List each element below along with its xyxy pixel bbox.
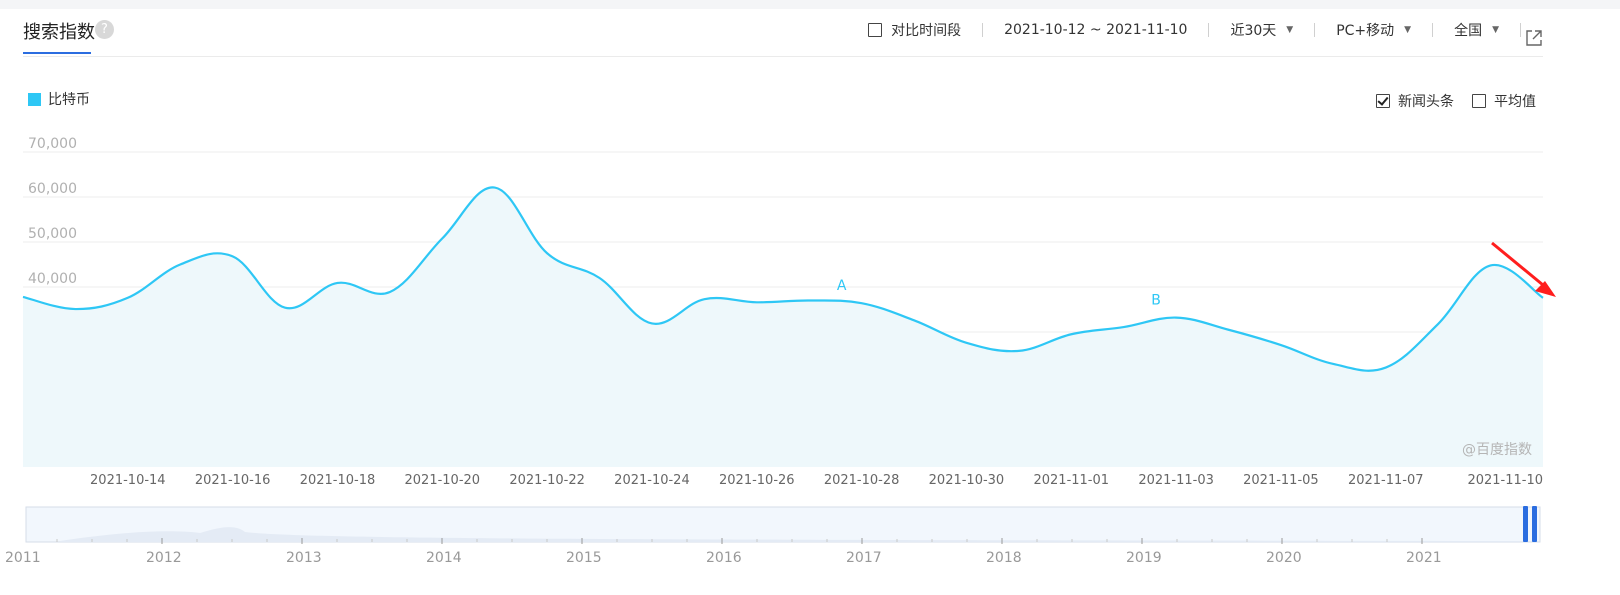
header-divider [23, 56, 1543, 57]
divider [1432, 23, 1434, 37]
navigator-year-label: 2013 [286, 550, 322, 566]
divider [1314, 23, 1316, 37]
x-tick-label: 2021-10-28 [824, 473, 900, 488]
caret-down-icon: ▼ [1286, 25, 1294, 35]
legend-swatch [28, 92, 41, 106]
device-select[interactable]: PC+移动 ▼ [1336, 20, 1411, 40]
news-checkbox[interactable] [1376, 94, 1390, 108]
region-select[interactable]: 全国 ▼ [1454, 20, 1499, 40]
caret-down-icon: ▼ [1492, 25, 1499, 35]
compare-checkbox[interactable] [868, 23, 883, 37]
y-tick-label: 50,000 [28, 226, 77, 242]
navigator-sparkline [60, 527, 1520, 542]
toolbar: 对比时间段 2021-10-12 ~ 2021-11-10 近30天 ▼ PC+… [868, 19, 1542, 41]
average-checkbox[interactable] [1472, 94, 1486, 108]
news-marker[interactable]: B [1151, 292, 1161, 308]
x-tick-label: 2021-11-10 [1467, 473, 1543, 488]
compare-label: 对比时间段 [891, 23, 962, 39]
series-line[interactable] [22, 186, 1544, 372]
title-underline [23, 52, 91, 54]
period-select[interactable]: 近30天 ▼ [1230, 20, 1293, 40]
red-arrow-head-icon [1535, 281, 1556, 297]
chart-legend[interactable]: 比特币 [28, 89, 90, 109]
navigator-year-label: 2015 [566, 550, 602, 566]
navigator-year-label: 2011 [5, 550, 41, 566]
chart-options: 新闻头条 平均值 [1358, 91, 1536, 111]
x-tick-label: 2021-10-24 [614, 473, 690, 488]
date-range-text: 2021-10-12 ~ 2021-11-10 [1004, 22, 1188, 38]
x-tick-label: 2021-11-07 [1348, 473, 1424, 488]
navigator-year-label: 2012 [146, 550, 182, 566]
y-tick-label: 70,000 [28, 136, 77, 152]
series-area [23, 187, 1543, 467]
x-tick-label: 2021-11-03 [1138, 473, 1214, 488]
question-circle-icon[interactable]: ? [95, 20, 114, 39]
divider [1208, 23, 1210, 37]
page-title: 搜索指数 [23, 22, 95, 43]
x-tick-label: 2021-11-05 [1243, 473, 1319, 488]
x-tick-label: 2021-10-16 [195, 473, 271, 488]
caret-down-icon: ▼ [1404, 25, 1412, 35]
compare-period-toggle[interactable]: 对比时间段 [868, 20, 961, 40]
divider [1520, 23, 1521, 37]
x-tick-label: 2021-10-26 [719, 473, 795, 488]
navigator-year-label: 2018 [986, 550, 1022, 566]
x-tick-label: 2021-10-22 [509, 473, 585, 488]
legend-label: 比特币 [48, 92, 90, 108]
x-tick-label: 2021-10-20 [405, 473, 481, 488]
device-value: PC+移动 [1336, 23, 1395, 39]
x-tick-label: 2021-10-18 [300, 473, 376, 488]
external-link-icon[interactable] [1525, 29, 1543, 47]
news-headline-toggle[interactable]: 新闻头条 [1376, 91, 1454, 111]
region-value: 全国 [1454, 23, 1483, 39]
navigator-handle-right[interactable] [1532, 506, 1537, 542]
x-tick-label: 2021-10-14 [90, 473, 166, 488]
date-range-picker[interactable]: 2021-10-12 ~ 2021-11-10 [1004, 22, 1187, 38]
navigator-handle-left[interactable] [1523, 506, 1528, 542]
average-label: 平均值 [1494, 94, 1536, 110]
average-toggle[interactable]: 平均值 [1472, 91, 1536, 111]
navigator-year-label: 2014 [426, 550, 462, 566]
top-strip [0, 0, 1620, 9]
news-marker[interactable]: A [837, 278, 847, 294]
navigator-year-label: 2021 [1406, 550, 1442, 566]
period-value: 近30天 [1230, 23, 1277, 39]
watermark: @百度指数 [1462, 442, 1532, 458]
navigator-year-label: 2019 [1126, 550, 1162, 566]
x-tick-label: 2021-10-30 [929, 473, 1005, 488]
news-label: 新闻头条 [1398, 94, 1454, 110]
navigator-year-label: 2016 [706, 550, 742, 566]
y-tick-label: 40,000 [28, 271, 77, 287]
divider [982, 23, 984, 37]
y-tick-label: 60,000 [28, 181, 77, 197]
navigator-year-label: 2017 [846, 550, 882, 566]
x-tick-label: 2021-11-01 [1033, 473, 1109, 488]
red-arrow-icon [1491, 241, 1544, 287]
navigator-year-label: 2020 [1266, 550, 1302, 566]
